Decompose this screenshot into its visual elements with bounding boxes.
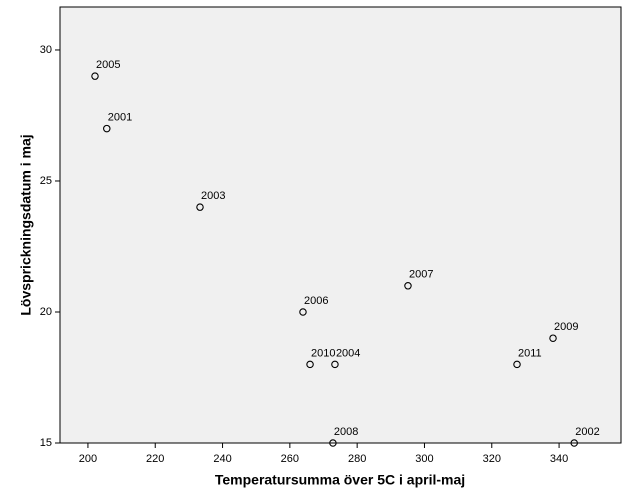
point-label: 2011 (518, 347, 542, 359)
point-label: 2001 (108, 111, 132, 123)
point (329, 439, 337, 447)
point (549, 334, 557, 342)
x-tick-label: 220 (146, 453, 164, 465)
point (306, 360, 314, 369)
point (103, 124, 111, 133)
x-tick-label: 240 (213, 453, 231, 465)
point-label: 2003 (201, 190, 225, 202)
x-tick-label: 280 (348, 453, 366, 465)
y-axis-title: Lövsprickningsdatum i maj (18, 134, 34, 315)
y-tick-label: 30 (40, 44, 52, 56)
point-label: 2006 (304, 295, 328, 307)
y-tick-label: 20 (40, 306, 52, 318)
point (331, 360, 339, 369)
point (196, 203, 204, 211)
x-tick-label: 200 (79, 453, 97, 465)
x-axis-title: Temperatursumma över 5C i april-maj (215, 472, 465, 488)
point-label: 2005 (96, 59, 120, 71)
point-label: 2007 (409, 269, 433, 281)
x-tick-label: 300 (415, 453, 433, 465)
plot-area (59, 6, 622, 444)
point (570, 439, 578, 447)
point-label: 2010 (311, 347, 335, 359)
x-tick-label: 260 (281, 453, 299, 465)
point (404, 282, 412, 290)
x-tick-label: 340 (550, 453, 568, 465)
y-tick-label: 25 (40, 175, 52, 187)
point-label: 2004 (336, 347, 360, 359)
point-label: 2008 (334, 426, 358, 438)
y-tick-label: 15 (40, 437, 52, 449)
point-label: 2009 (554, 321, 578, 333)
x-tick-label: 320 (483, 453, 501, 465)
point-label: 2002 (575, 426, 599, 438)
point (513, 360, 521, 369)
point (299, 308, 307, 316)
point (91, 72, 99, 80)
